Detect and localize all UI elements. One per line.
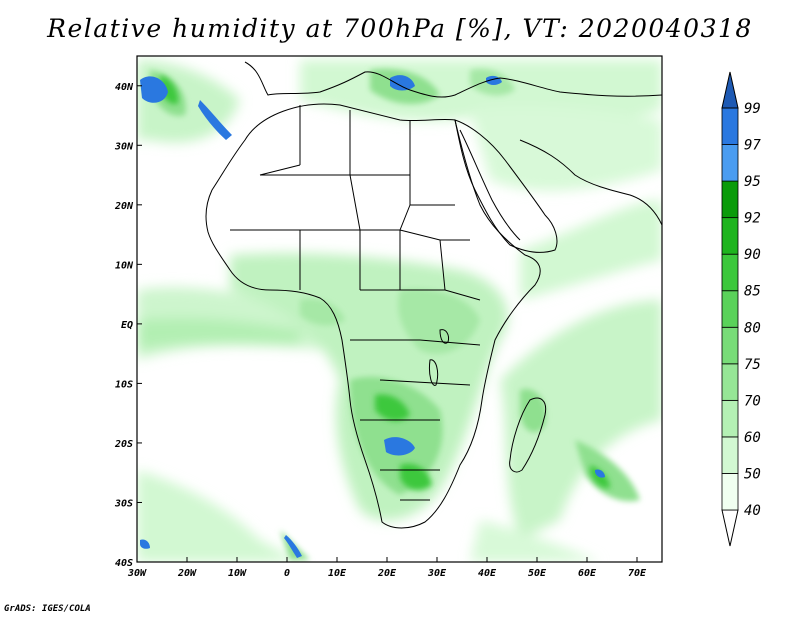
x-tick-label: 60E	[578, 568, 597, 579]
x-tick-label: 10E	[328, 568, 347, 579]
colorbar-label: 92	[744, 211, 761, 227]
coastlines	[205, 61, 662, 529]
y-tick-label: 30S	[114, 498, 133, 509]
y-tick-label: 30N	[114, 141, 134, 152]
colorbar-segment	[721, 399, 739, 438]
colorbar-segment	[721, 180, 739, 219]
grads-credit: GrADS: IGES/COLA	[4, 604, 91, 614]
colorbar-label: 85	[744, 284, 761, 300]
x-tick-label: 40E	[478, 568, 497, 579]
colorbar-bottom-arrow	[721, 509, 739, 547]
x-tick-label: 20W	[177, 568, 197, 579]
y-tick-label: 20N	[114, 201, 134, 212]
map-frame	[136, 55, 663, 563]
colorbar-label: 90	[744, 247, 761, 263]
colorbar-label: 75	[744, 357, 761, 373]
colorbar-segment	[721, 436, 739, 474]
map-title: Relative humidity at 700hPa [%], VT: 202…	[47, 14, 753, 43]
y-tick-label: 20S	[114, 439, 133, 450]
colorbar-segment	[721, 363, 739, 401]
x-tick-label: 10W	[228, 568, 247, 579]
colorbar-top-arrow	[721, 71, 739, 109]
colorbar-label: 60	[744, 430, 761, 446]
colorbar-segment	[721, 326, 739, 365]
y-tick-label: 10N	[115, 260, 134, 271]
colorbar-segment	[721, 107, 739, 145]
x-tick-label: 30E	[427, 568, 447, 579]
y-tick-label: 40S	[115, 558, 133, 569]
longitude-axis: 30W 20W 10W 0 10E 20E 30E 40E 50E 60E 70E	[127, 557, 647, 579]
colorbar-segment	[721, 253, 739, 292]
x-tick-label: 20E	[377, 568, 397, 579]
colorbar-segment	[721, 290, 739, 328]
colorbar-label: 95	[744, 174, 761, 190]
colorbar-segment	[721, 144, 739, 182]
colorbar: 40 50 60 70 75 80 85 90 92 95 97 99	[721, 71, 761, 547]
colorbar-label: 50	[744, 466, 761, 482]
colorbar-label: 99	[744, 101, 761, 117]
humidity-field-layer	[137, 56, 662, 562]
colorbar-segment	[721, 473, 739, 511]
x-tick-label: 70E	[628, 568, 647, 579]
y-tick-label: EQ	[121, 320, 133, 331]
x-tick-label: 30W	[127, 568, 147, 579]
colorbar-label: 97	[744, 138, 761, 154]
x-tick-label: 50E	[528, 568, 547, 579]
y-tick-label: 10S	[115, 379, 133, 390]
colorbar-label: 80	[744, 320, 761, 336]
latitude-axis: 40N 30N 20N 10N EQ 10S 20S 30S 40S	[114, 82, 142, 569]
x-tick-label: 0	[284, 568, 290, 579]
colorbar-label: 40	[744, 503, 761, 519]
colorbar-segment	[721, 217, 739, 255]
y-tick-label: 40N	[115, 82, 134, 93]
colorbar-label: 70	[744, 393, 761, 409]
